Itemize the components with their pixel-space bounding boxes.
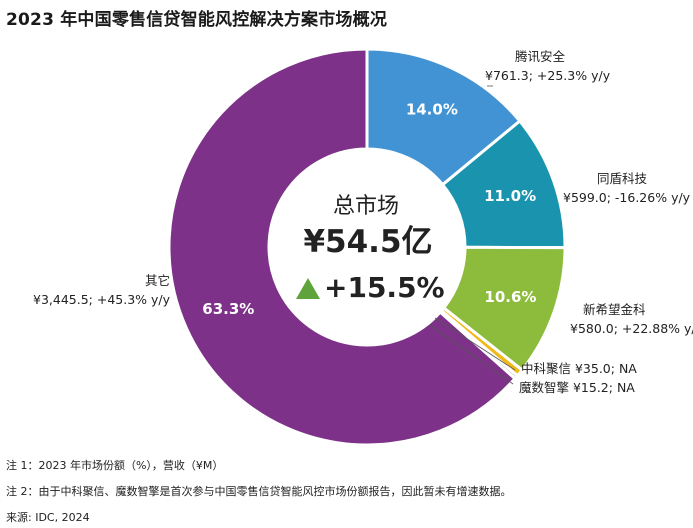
slice-value-label: ¥761.3; +25.3% y/y xyxy=(485,68,611,83)
callout-leader-line xyxy=(429,324,514,385)
slice-name-label: 新希望金科 xyxy=(583,302,646,317)
source-note: 来源: IDC, 2024 xyxy=(6,511,90,524)
percent-labels: 14.0% 11.0% 10.6% 63.3% xyxy=(202,101,536,319)
note-2: 注 2：由于中科聚信、魔数智擎是首次参与中国零售信贷智能风控市场份额报告，因此暂… xyxy=(6,485,512,498)
slice-name-label: 其它 xyxy=(145,273,170,288)
donut-slices xyxy=(167,47,567,447)
slice-value-label: 魔数智擎 ¥15.2; NA xyxy=(519,380,635,395)
slice-name-label: 腾讯安全 xyxy=(515,49,566,64)
slice-value-label: ¥599.0; -16.26% y/y xyxy=(563,190,691,205)
slice-percent-label: 14.0% xyxy=(406,101,458,119)
center-total: ¥54.5亿 xyxy=(303,224,432,260)
center-growth: +15.5% xyxy=(324,271,445,304)
center-summary: 总市场 ¥54.5亿 +15.5% xyxy=(296,194,445,304)
donut-chart: 14.0% 11.0% 10.6% 63.3% 腾讯安全 ¥761.3; +25.3% … xyxy=(33,47,693,447)
growth-up-arrow-icon xyxy=(296,278,320,299)
callout-leader-line xyxy=(434,317,516,371)
slice-percent-label: 10.6% xyxy=(484,288,536,306)
center-label: 总市场 xyxy=(333,194,399,219)
slice-value-label: ¥3,445.5; +45.3% y/y xyxy=(33,292,171,307)
slice-percent-label: 63.3% xyxy=(202,300,254,318)
slice-percent-label: 11.0% xyxy=(484,187,536,205)
slice-value-label: 中科聚信 ¥35.0; NA xyxy=(521,361,637,376)
slice-value-label: ¥580.0; +22.88% y/y xyxy=(570,321,693,336)
slice-name-label: 同盾科技 xyxy=(597,171,648,186)
chart-title: 2023 年中国零售信贷智能风控解决方案市场概况 xyxy=(6,10,388,30)
callouts: 腾讯安全 ¥761.3; +25.3% y/y 同盾科技 ¥599.0; -16.26… xyxy=(33,49,693,395)
note-1: 注 1：2023 年市场份额（%），营收（¥M） xyxy=(6,459,224,472)
slice-6 xyxy=(167,47,518,447)
